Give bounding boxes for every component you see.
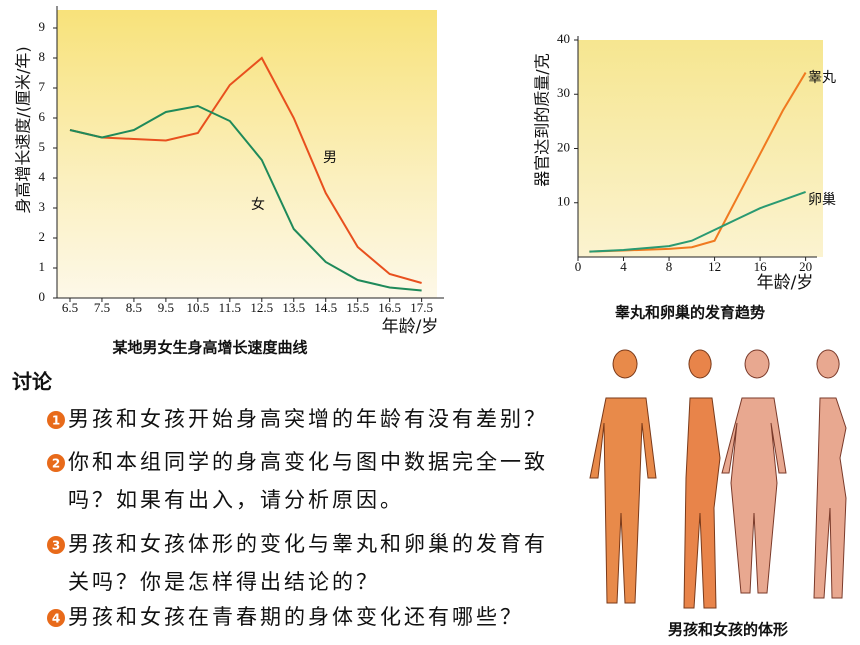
x-tick-label: 7.5 bbox=[94, 300, 110, 315]
figure bbox=[589, 349, 847, 609]
series-line bbox=[69, 56, 422, 284]
item-text: 男孩和女孩体形的变化与睾丸和卵巢的发育有 bbox=[68, 532, 548, 556]
y-tick-label: 3 bbox=[39, 199, 46, 214]
y-tick-label: 30 bbox=[557, 85, 570, 100]
series-line bbox=[589, 72, 807, 253]
figure-caption: 男孩和女孩的体形 bbox=[668, 621, 788, 639]
x-tick-label: 15.5 bbox=[346, 300, 369, 315]
x-tick-label: 20 bbox=[799, 259, 812, 274]
item-text: 男孩和女孩开始身高突增的年龄有没有差别？ bbox=[68, 407, 548, 431]
x-tick-label: 10.5 bbox=[186, 300, 209, 315]
x-tick-label: 12.5 bbox=[250, 300, 273, 315]
item-number: 2 bbox=[52, 457, 60, 471]
y-tick-label: 40 bbox=[557, 31, 570, 46]
x-axis-label: 年龄/岁 bbox=[382, 317, 439, 337]
item-number-badge bbox=[47, 454, 65, 472]
series-line bbox=[589, 190, 806, 253]
item-number-badge bbox=[47, 411, 65, 429]
item-number: 1 bbox=[52, 414, 60, 428]
girl-side bbox=[813, 349, 847, 599]
x-tick-label: 11.5 bbox=[219, 300, 241, 315]
chart-title: 睾丸和卵巢的发育趋势 bbox=[615, 304, 765, 322]
series-label: 女 bbox=[251, 196, 265, 213]
x-tick-label: 8.5 bbox=[126, 300, 142, 315]
series-line bbox=[69, 104, 422, 292]
y-tick-label: 6 bbox=[39, 109, 46, 124]
y-tick-label: 9 bbox=[39, 19, 46, 34]
x-tick-label: 16.5 bbox=[378, 300, 401, 315]
item-number: 3 bbox=[52, 539, 60, 553]
item-text: 关吗？你是怎样得出结论的？ bbox=[68, 570, 380, 594]
item-text: 男孩和女孩在青春期的身体变化还有哪些？ bbox=[68, 605, 524, 629]
x-tick-label: 14.5 bbox=[314, 300, 337, 315]
x-tick-label: 16 bbox=[754, 259, 768, 274]
y-tick-label: 0 bbox=[39, 289, 46, 304]
x-tick-label: 6.5 bbox=[62, 300, 78, 315]
chart-title: 某地男女生身高增长速度曲线 bbox=[112, 339, 307, 357]
y-tick-label: 4 bbox=[39, 169, 46, 184]
x-tick-label: 12 bbox=[708, 259, 721, 274]
item-text: 你和本组同学的身高变化与图中数据完全一致 bbox=[68, 450, 548, 474]
item-number-badge bbox=[47, 536, 65, 554]
y-tick-label: 10 bbox=[557, 194, 570, 209]
chart-bg bbox=[578, 40, 823, 257]
series-label: 睾丸 bbox=[808, 70, 836, 86]
item-number: 4 bbox=[52, 612, 60, 626]
x-tick-label: 8 bbox=[666, 259, 673, 274]
x-tick-label: 13.5 bbox=[282, 300, 305, 315]
x-tick-label: 9.5 bbox=[158, 300, 174, 315]
boy-front bbox=[589, 349, 657, 604]
boy-side bbox=[683, 349, 721, 609]
y-tick-label: 20 bbox=[557, 139, 570, 154]
item-number-badge bbox=[47, 609, 65, 627]
y-axis-label: 器官达到的质量/克 bbox=[533, 53, 552, 186]
item-text: 吗？如果有出入，请分析原因。 bbox=[68, 488, 404, 512]
y-tick-label: 2 bbox=[39, 229, 46, 244]
series-label: 卵巢 bbox=[808, 192, 836, 208]
x-tick-label: 4 bbox=[620, 259, 627, 274]
y-axis-label: 身高增长速度/(厘米/年) bbox=[14, 46, 33, 213]
y-tick-label: 8 bbox=[39, 49, 46, 64]
section-title: 讨论 bbox=[12, 370, 53, 394]
y-tick-label: 7 bbox=[39, 79, 46, 94]
x-axis-label: 年龄/岁 bbox=[757, 273, 814, 293]
y-tick-label: 1 bbox=[39, 259, 46, 274]
x-tick-label: 0 bbox=[575, 259, 582, 274]
girl-front bbox=[721, 349, 787, 594]
y-tick-label: 5 bbox=[39, 139, 46, 154]
series-label: 男 bbox=[323, 150, 337, 166]
x-tick-label: 17.5 bbox=[410, 300, 433, 315]
chart-bg bbox=[57, 10, 437, 298]
